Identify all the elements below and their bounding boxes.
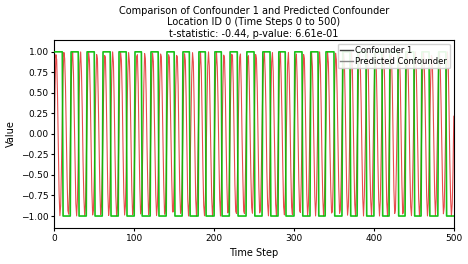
Predicted Confounder xyxy=(413,50,418,53)
Line: Confounder 1: Confounder 1 xyxy=(54,52,454,216)
Confounder 1 xyxy=(314,50,320,53)
Predicted Confounder xyxy=(168,91,173,94)
Title: Comparison of Confounder 1 and Predicted Confounder
Location ID 0 (Time Steps 0 : Comparison of Confounder 1 and Predicted… xyxy=(119,6,389,39)
Confounder 1 xyxy=(197,50,203,53)
Confounder 1 xyxy=(151,50,157,53)
Legend: Confounder 1, Predicted Confounder: Confounder 1, Predicted Confounder xyxy=(338,44,450,68)
Y-axis label: Value: Value xyxy=(6,120,15,147)
Predicted Confounder xyxy=(309,65,315,68)
Confounder 1 xyxy=(60,214,66,218)
Predicted Confounder xyxy=(51,130,57,134)
Predicted Confounder xyxy=(218,214,223,218)
Predicted Confounder xyxy=(197,64,203,67)
Confounder 1 xyxy=(451,214,457,218)
X-axis label: Time Step: Time Step xyxy=(229,248,278,258)
Confounder 1 xyxy=(309,50,315,53)
Predicted Confounder xyxy=(383,154,389,157)
Predicted Confounder xyxy=(151,60,156,63)
Predicted Confounder xyxy=(314,156,320,159)
Predicted Confounder xyxy=(451,115,457,118)
Confounder 1 xyxy=(51,50,57,53)
Confounder 1 xyxy=(168,50,174,53)
Line: Predicted Confounder: Predicted Confounder xyxy=(54,52,454,216)
Confounder 1 xyxy=(383,214,389,218)
